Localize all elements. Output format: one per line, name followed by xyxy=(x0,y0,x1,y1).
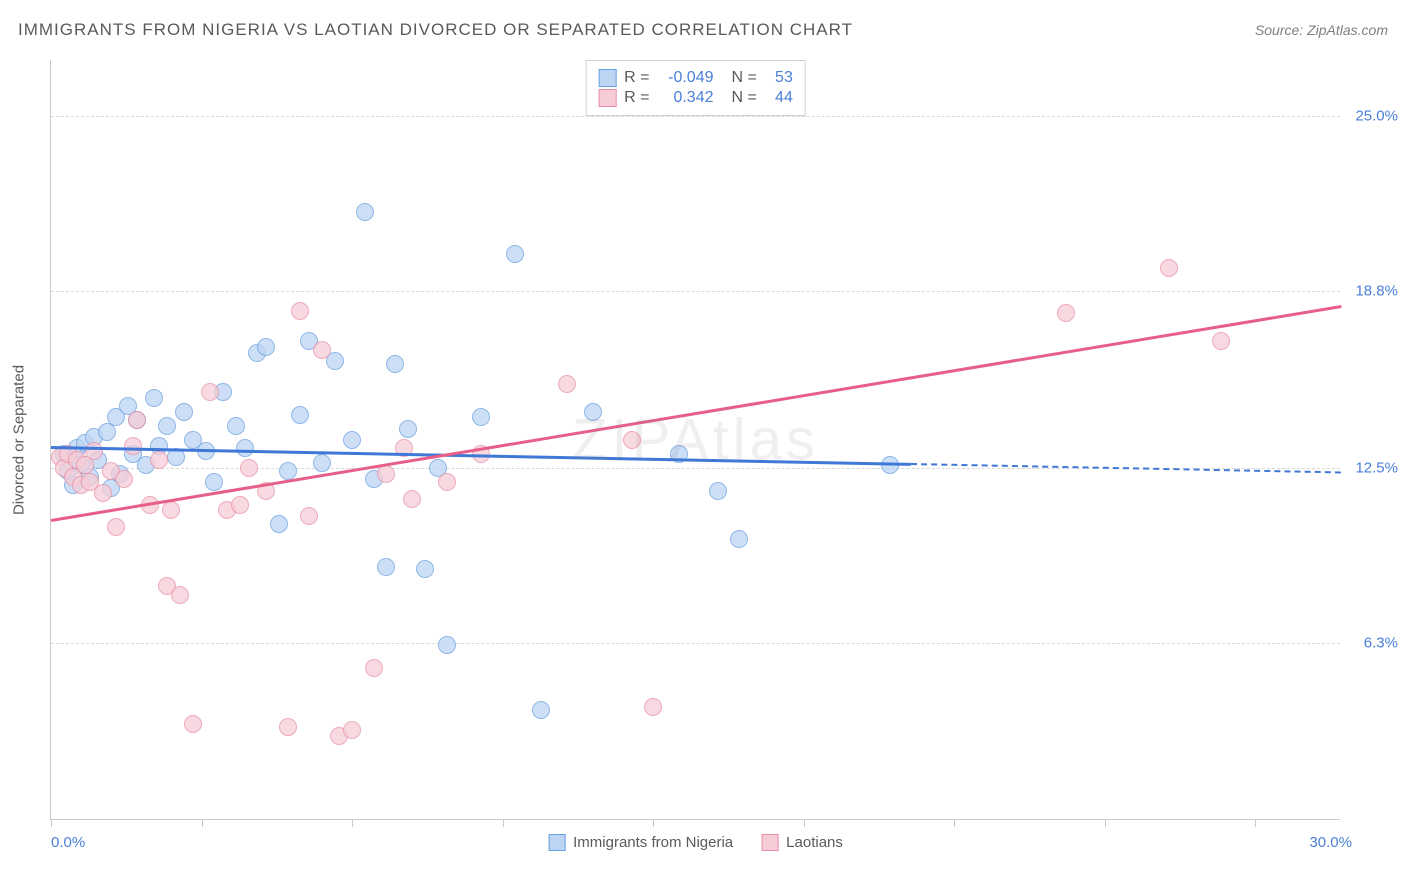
scatter-point-nigeria xyxy=(313,454,331,472)
x-tick xyxy=(954,819,955,827)
scatter-point-laotians xyxy=(313,341,331,359)
legend-n-label: N = xyxy=(732,89,757,107)
x-min-label: 0.0% xyxy=(51,834,85,851)
legend-n-value: 44 xyxy=(765,89,793,107)
scatter-point-laotians xyxy=(365,659,383,677)
scatter-point-nigeria xyxy=(438,636,456,654)
scatter-point-nigeria xyxy=(584,403,602,421)
x-tick xyxy=(804,819,805,827)
legend-r-value: -0.049 xyxy=(658,69,714,87)
scatter-point-laotians xyxy=(124,437,142,455)
legend-n-value: 53 xyxy=(765,69,793,87)
scatter-point-nigeria xyxy=(416,560,434,578)
y-tick-label: 6.3% xyxy=(1364,634,1398,651)
scatter-point-laotians xyxy=(291,302,309,320)
gridline-h xyxy=(51,291,1340,292)
scatter-point-nigeria xyxy=(279,462,297,480)
legend-swatch-laotians xyxy=(761,834,778,851)
y-tick-label: 12.5% xyxy=(1355,460,1398,477)
scatter-point-nigeria xyxy=(227,417,245,435)
x-tick xyxy=(202,819,203,827)
x-tick xyxy=(653,819,654,827)
gridline-h xyxy=(51,643,1340,644)
scatter-point-laotians xyxy=(150,451,168,469)
legend-series: Immigrants from Nigeria Laotians xyxy=(548,834,843,851)
scatter-point-nigeria xyxy=(145,389,163,407)
scatter-point-nigeria xyxy=(506,245,524,263)
scatter-point-nigeria xyxy=(205,473,223,491)
scatter-point-laotians xyxy=(644,698,662,716)
scatter-point-laotians xyxy=(162,501,180,519)
legend-swatch-nigeria xyxy=(598,69,616,87)
x-tick xyxy=(1255,819,1256,827)
scatter-point-laotians xyxy=(279,718,297,736)
scatter-point-laotians xyxy=(231,496,249,514)
scatter-point-laotians xyxy=(623,431,641,449)
scatter-point-nigeria xyxy=(356,203,374,221)
scatter-plot-area: ZIPAtlas Divorced or Separated 6.3%12.5%… xyxy=(50,60,1340,820)
x-tick xyxy=(352,819,353,827)
scatter-point-laotians xyxy=(94,484,112,502)
y-tick-label: 25.0% xyxy=(1355,108,1398,125)
y-tick-label: 18.8% xyxy=(1355,282,1398,299)
scatter-point-laotians xyxy=(85,442,103,460)
scatter-point-laotians xyxy=(201,383,219,401)
scatter-point-laotians xyxy=(377,465,395,483)
legend-label: Immigrants from Nigeria xyxy=(573,834,733,851)
x-max-label: 30.0% xyxy=(1309,834,1352,851)
legend-stats-row: R = -0.049 N = 53 xyxy=(598,69,793,87)
scatter-point-laotians xyxy=(438,473,456,491)
scatter-point-laotians xyxy=(171,586,189,604)
scatter-point-laotians xyxy=(128,411,146,429)
scatter-point-laotians xyxy=(1057,304,1075,322)
chart-title: IMMIGRANTS FROM NIGERIA VS LAOTIAN DIVOR… xyxy=(18,20,853,40)
scatter-point-nigeria xyxy=(881,456,899,474)
watermark: ZIPAtlas xyxy=(572,406,819,473)
legend-stats-box: R = -0.049 N = 53 R = 0.342 N = 44 xyxy=(585,60,806,116)
scatter-point-nigeria xyxy=(343,431,361,449)
x-tick xyxy=(51,819,52,827)
scatter-point-nigeria xyxy=(257,338,275,356)
scatter-point-nigeria xyxy=(158,417,176,435)
scatter-point-nigeria xyxy=(472,408,490,426)
scatter-point-nigeria xyxy=(175,403,193,421)
scatter-point-nigeria xyxy=(377,558,395,576)
scatter-point-nigeria xyxy=(399,420,417,438)
legend-r-label: R = xyxy=(624,89,649,107)
scatter-point-laotians xyxy=(115,470,133,488)
legend-r-label: R = xyxy=(624,69,649,87)
x-tick xyxy=(1105,819,1106,827)
scatter-point-laotians xyxy=(300,507,318,525)
legend-item-nigeria: Immigrants from Nigeria xyxy=(548,834,733,851)
scatter-point-nigeria xyxy=(532,701,550,719)
legend-item-laotians: Laotians xyxy=(761,834,843,851)
scatter-point-laotians xyxy=(403,490,421,508)
legend-label: Laotians xyxy=(786,834,843,851)
scatter-point-laotians xyxy=(343,721,361,739)
legend-n-label: N = xyxy=(732,69,757,87)
scatter-point-laotians xyxy=(184,715,202,733)
source-attr: Source: ZipAtlas.com xyxy=(1255,22,1388,38)
scatter-point-nigeria xyxy=(386,355,404,373)
scatter-point-nigeria xyxy=(730,530,748,548)
legend-r-value: 0.342 xyxy=(658,89,714,107)
trendline xyxy=(51,305,1341,521)
scatter-point-nigeria xyxy=(709,482,727,500)
legend-swatch-nigeria xyxy=(548,834,565,851)
scatter-point-laotians xyxy=(558,375,576,393)
legend-swatch-laotians xyxy=(598,89,616,107)
x-tick xyxy=(503,819,504,827)
scatter-point-laotians xyxy=(1160,259,1178,277)
scatter-point-laotians xyxy=(107,518,125,536)
scatter-point-nigeria xyxy=(291,406,309,424)
gridline-h xyxy=(51,116,1340,117)
scatter-point-laotians xyxy=(1212,332,1230,350)
scatter-point-laotians xyxy=(240,459,258,477)
scatter-point-nigeria xyxy=(270,515,288,533)
legend-stats-row: R = 0.342 N = 44 xyxy=(598,89,793,107)
scatter-point-nigeria xyxy=(236,439,254,457)
y-axis-label: Divorced or Separated xyxy=(11,364,28,514)
